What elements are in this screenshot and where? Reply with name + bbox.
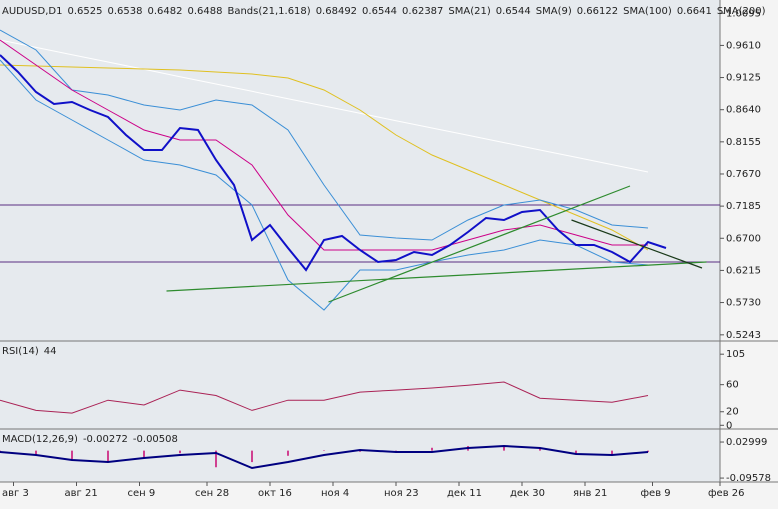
trend-line (166, 261, 707, 292)
indicator-line (0, 29, 649, 241)
histogram-bar (431, 447, 433, 451)
indicator-title: AUDUSD,D1 (2, 6, 62, 17)
indicator-line (0, 59, 649, 311)
y-tick-label: 20 (726, 407, 739, 418)
trend-line (571, 219, 703, 269)
x-tick-label: авг 3 (2, 488, 29, 499)
histogram-bar (179, 450, 181, 454)
histogram-bar (71, 450, 73, 461)
y-tick-label: 0.5243 (726, 330, 761, 341)
indicator-title: MACD(12,26,9) (2, 434, 78, 445)
y-tick-label: 1.0095 (726, 8, 761, 19)
trend-line (328, 185, 631, 303)
histogram-bar (611, 450, 613, 455)
x-tick-label: дек 11 (447, 488, 482, 499)
quote-value: 0.6538 (107, 6, 142, 17)
price-axis-background (720, 0, 778, 509)
x-tick-label: окт 16 (258, 488, 292, 499)
x-tick-label: сен 28 (195, 488, 229, 499)
y-tick-label: 0.5730 (726, 298, 761, 309)
indicator-value: -0.00272 (83, 434, 128, 445)
quote-value: 0.6525 (67, 6, 102, 17)
histogram-bar (575, 450, 577, 454)
histogram-bar (359, 450, 361, 452)
y-tick-label: -0.09578 (726, 473, 771, 484)
histogram-bar (107, 450, 109, 463)
y-tick-label: 0.6700 (726, 233, 761, 244)
indicator-name: SMA(9) (536, 6, 572, 17)
indicator-value: 0.6641 (677, 6, 712, 17)
x-tick-label: сен 9 (128, 488, 156, 499)
histogram-bar (143, 450, 145, 459)
plot-background (0, 0, 720, 482)
indicator-value: 0.6544 (362, 6, 397, 17)
indicator-line (0, 381, 649, 414)
indicator-name: SMA(100) (623, 6, 672, 17)
indicator-value: -0.00508 (133, 434, 178, 445)
y-tick-label: 0.8155 (726, 137, 761, 148)
indicator-name: SMA(21) (448, 6, 490, 17)
histogram-bar (539, 448, 541, 451)
indicator-value: 0.62387 (402, 6, 443, 17)
x-tick-label: авг 21 (65, 488, 98, 499)
histogram-bar (395, 450, 397, 452)
indicator-value: 44 (44, 346, 57, 357)
quote-value: 0.6488 (187, 6, 222, 17)
time-axis-background (0, 482, 720, 509)
x-tick-label: ноя 23 (384, 488, 419, 499)
y-tick-label: 0.9125 (726, 73, 761, 84)
y-tick-label: 0.9610 (726, 40, 761, 51)
x-tick-label: ноя 4 (321, 488, 349, 499)
y-tick-label: 0.8640 (726, 105, 761, 116)
histogram-bar (35, 450, 37, 456)
quote-value: 0.6482 (147, 6, 182, 17)
x-tick-label: янв 21 (573, 488, 607, 499)
histogram-bar (287, 450, 289, 456)
indicator-line (0, 444, 649, 470)
indicator-value: 0.6544 (496, 6, 531, 17)
indicator-value: 0.68492 (316, 6, 357, 17)
indicator-line (0, 54, 667, 272)
x-tick-label: дек 30 (510, 488, 545, 499)
x-tick-label: фев 9 (641, 488, 671, 499)
histogram-bar (215, 450, 217, 468)
y-tick-label: 0.7670 (726, 169, 761, 180)
indicator-name: Bands(21,1.618) (227, 6, 310, 17)
indicator-value: 0.66122 (577, 6, 618, 17)
y-tick-label: 0.02999 (726, 437, 767, 448)
indicator-line (0, 39, 648, 251)
histogram-bar (647, 450, 649, 453)
indicator-line (0, 39, 649, 173)
y-tick-label: 105 (726, 349, 745, 360)
histogram-bar (251, 450, 253, 463)
histogram-bar (323, 450, 325, 451)
y-tick-label: 0.6215 (726, 265, 761, 276)
y-tick-label: 0 (726, 420, 732, 431)
y-tick-label: 60 (726, 380, 739, 391)
x-tick-label: фев 26 (708, 488, 745, 499)
y-tick-label: 0.7185 (726, 201, 761, 212)
indicator-name: SMA(200) (717, 6, 766, 17)
histogram-bar (503, 445, 505, 451)
indicator-title: RSI(14) (2, 346, 39, 357)
